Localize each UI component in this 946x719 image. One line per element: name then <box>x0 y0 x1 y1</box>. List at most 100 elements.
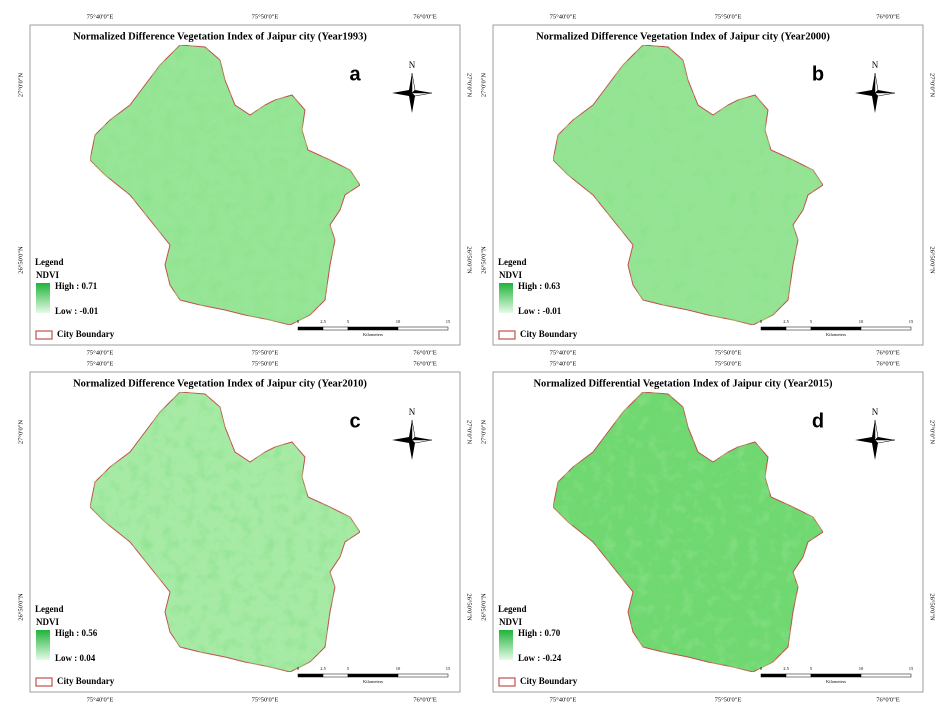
arrow-half <box>411 92 433 97</box>
longitude-label: 75°40'0"E <box>87 360 114 367</box>
legend-layer: NDVI <box>36 617 59 627</box>
longitude-label: 75°40'0"E <box>550 360 577 367</box>
arrow-half <box>411 72 416 94</box>
scale-segment <box>785 673 812 678</box>
legend-boundary: City Boundary <box>520 329 578 339</box>
latitude-label: 27°0'0"N <box>17 420 24 444</box>
scale-unit: Kilometers <box>826 332 846 337</box>
scale-unit: Kilometers <box>826 679 846 684</box>
scale-label: 2.5 <box>320 666 326 671</box>
legend-boundary: City Boundary <box>57 329 115 339</box>
longitude-label: 75°40'0"E <box>87 696 114 703</box>
scale-segment <box>860 326 912 331</box>
legend-layer: NDVI <box>36 270 59 280</box>
legend-low: Low : 0.04 <box>55 653 96 663</box>
scale-segment <box>860 673 912 678</box>
arrow-half <box>874 439 896 444</box>
longitude-label: 75°50'0"E <box>252 360 279 367</box>
legend-high: High : 0.71 <box>55 281 98 291</box>
latitude-label: 26°50'0"N <box>929 246 936 274</box>
longitude-label: 75°50'0"E <box>252 696 279 703</box>
map-panel: Normalized Difference Vegetation Index o… <box>480 13 935 356</box>
north-label: N <box>409 407 416 417</box>
scale-label: 10 <box>859 666 864 671</box>
legend-title: Legend <box>35 604 64 614</box>
scale-label: 0 <box>297 666 300 671</box>
north-arrow: N <box>392 407 433 460</box>
latitude-label: 27°0'0"N <box>929 420 936 444</box>
map-panel: Normalized Differential Vegetation Index… <box>480 360 935 703</box>
boundary-swatch <box>35 330 53 340</box>
arrow-half <box>411 419 416 441</box>
scale-label: 2.5 <box>783 666 789 671</box>
scale-label: 5 <box>347 666 350 671</box>
scale-label: 2.5 <box>320 319 326 324</box>
scale-segment <box>397 326 449 331</box>
longitude-label: 76°0'0"E <box>413 696 436 703</box>
boundary-swatch <box>498 677 516 687</box>
map-title: Normalized Difference Vegetation Index o… <box>73 378 367 389</box>
color-ramp <box>499 630 513 660</box>
latitude-label: 27°0'0"N <box>466 420 473 444</box>
longitude-label: 76°0'0"E <box>876 13 899 20</box>
panel-label: a <box>349 63 361 85</box>
boundary-swatch <box>498 330 516 340</box>
city-map <box>89 44 361 326</box>
latitude-label: 26°50'0"N <box>17 246 24 274</box>
map-title: Normalized Difference Vegetation Index o… <box>73 31 367 42</box>
scale-label: 0 <box>760 666 763 671</box>
longitude-label: 75°40'0"E <box>87 13 114 20</box>
scale-label: 2.5 <box>783 319 789 324</box>
scale-segment <box>785 326 812 331</box>
arrow-half <box>411 439 433 444</box>
latitude-label: 26°50'0"N <box>17 593 24 621</box>
longitude-label: 76°0'0"E <box>413 349 436 356</box>
scale-label: 15 <box>909 666 914 671</box>
latitude-label: 27°0'0"N <box>480 420 487 444</box>
legend-boundary: City Boundary <box>520 676 578 686</box>
longitude-label: 75°50'0"E <box>252 13 279 20</box>
latitude-label: 26°50'0"N <box>480 593 487 621</box>
longitude-label: 75°40'0"E <box>550 349 577 356</box>
legend-high: High : 0.63 <box>518 281 561 291</box>
color-ramp <box>36 630 50 660</box>
scale-label: 0 <box>297 319 300 324</box>
longitude-label: 75°40'0"E <box>87 349 114 356</box>
scale-label: 15 <box>446 319 451 324</box>
legend-low: Low : -0.01 <box>518 306 562 316</box>
scale-segment <box>322 326 349 331</box>
scale-label: 15 <box>446 666 451 671</box>
legend-title: Legend <box>498 257 527 267</box>
latitude-label: 27°0'0"N <box>480 73 487 97</box>
panel-label: b <box>812 63 824 85</box>
scale-segment <box>347 673 399 678</box>
scale-label: 15 <box>909 319 914 324</box>
scale-label: 0 <box>760 319 763 324</box>
longitude-label: 75°50'0"E <box>715 696 742 703</box>
longitude-label: 75°40'0"E <box>550 696 577 703</box>
scale-segment <box>810 673 862 678</box>
longitude-label: 76°0'0"E <box>876 349 899 356</box>
legend-boundary: City Boundary <box>57 676 115 686</box>
legend-layer: NDVI <box>499 270 522 280</box>
scale-segment <box>297 326 324 331</box>
map-panel: Normalized Difference Vegetation Index o… <box>17 13 472 356</box>
latitude-label: 26°50'0"N <box>466 246 473 274</box>
scale-label: 10 <box>396 666 401 671</box>
north-label: N <box>872 60 879 70</box>
scale-label: 5 <box>810 319 813 324</box>
map-panel: Normalized Difference Vegetation Index o… <box>17 360 472 703</box>
map-title: Normalized Differential Vegetation Index… <box>533 378 833 389</box>
latitude-label: 27°0'0"N <box>466 73 473 97</box>
longitude-label: 75°50'0"E <box>715 349 742 356</box>
north-label: N <box>872 407 879 417</box>
latitude-label: 27°0'0"N <box>17 73 24 97</box>
longitude-label: 75°50'0"E <box>715 13 742 20</box>
north-arrow: N <box>855 407 896 460</box>
scale-segment <box>760 673 787 678</box>
north-arrow: N <box>392 60 433 113</box>
scale-unit: Kilometers <box>363 332 383 337</box>
city-map <box>89 391 361 673</box>
scale-label: 5 <box>347 319 350 324</box>
longitude-label: 75°50'0"E <box>715 360 742 367</box>
